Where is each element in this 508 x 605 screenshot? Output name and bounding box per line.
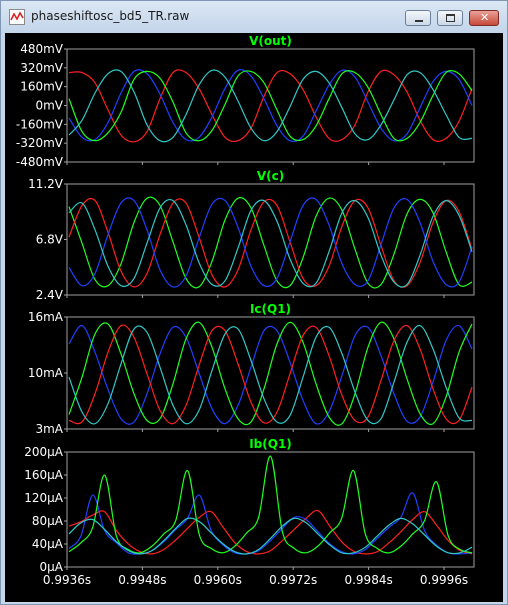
series-line-blue: [68, 197, 473, 288]
y-tick-label: 6.8V: [36, 233, 64, 247]
x-tick-label: 0.9972s: [269, 573, 317, 587]
plot-area[interactable]: V(out) 480mV 320mV 160mV 0mV -160mV -320mV -480…: [5, 33, 503, 602]
minimize-button[interactable]: [405, 10, 431, 26]
series-line-red: [68, 197, 473, 288]
series-line-cyan: [68, 69, 473, 143]
plot-title: V(out): [249, 34, 292, 48]
title-bar[interactable]: phaseshiftosc_bd5_TR.raw ✕: [1, 1, 507, 33]
y-tick-label: 200µA: [24, 445, 64, 459]
plot-frame: [66, 451, 475, 568]
y-tick-label: 40µA: [32, 537, 64, 551]
x-tick-label: 0.9948s: [118, 573, 166, 587]
series-line-cyan: [68, 517, 473, 555]
series-line-blue: [68, 324, 473, 425]
plot-title: Ic(Q1): [250, 302, 291, 316]
x-tick-label: 0.9996s: [420, 573, 468, 587]
plot-pane-3[interactable]: Ic(Q1) 16mA 10mA 3mA: [28, 302, 475, 436]
y-tick-label: 120µA: [24, 491, 64, 505]
waveform-plots[interactable]: V(out) 480mV 320mV 160mV 0mV -160mV -320mV -480…: [5, 33, 503, 602]
y-tick-label: 0µA: [40, 560, 64, 574]
y-tick-label: 0mV: [35, 99, 63, 113]
y-tick-label: -480mV: [16, 155, 64, 169]
x-tick-label: 0.9960s: [194, 573, 242, 587]
series-line-red: [68, 324, 473, 425]
y-tick-label: 3mA: [35, 422, 63, 436]
maximize-button[interactable]: [437, 10, 463, 26]
y-tick-label: 11.2V: [28, 177, 64, 191]
window-title: phaseshiftosc_bd5_TR.raw: [31, 9, 190, 23]
series-line-blue: [68, 69, 473, 143]
plot-pane-1[interactable]: V(out) 480mV 320mV 160mV 0mV -160mV -320mV -480…: [16, 34, 475, 169]
y-tick-label: 480mV: [20, 42, 64, 56]
y-tick-label: 2.4V: [36, 288, 64, 302]
y-tick-label: -320mV: [16, 136, 64, 150]
maximize-icon: [446, 14, 455, 22]
x-tick-label: 0.9984s: [344, 573, 392, 587]
close-button[interactable]: ✕: [469, 10, 499, 26]
series-line-green: [68, 455, 473, 554]
waveform-app-icon: [9, 9, 25, 25]
y-tick-label: 160µA: [24, 468, 64, 482]
y-tick-label: -160mV: [16, 117, 64, 131]
y-tick-label: 320mV: [20, 61, 64, 75]
series-line-red: [68, 509, 473, 555]
plot-pane-2[interactable]: V(c) 11.2V 6.8V 2.4V: [28, 169, 475, 302]
series-line-green: [68, 321, 473, 426]
series-line-red: [68, 69, 473, 143]
series-line-cyan: [68, 198, 473, 288]
y-tick-label: 80µA: [32, 514, 64, 528]
minimize-icon: [415, 20, 423, 22]
y-tick-label: 16mA: [28, 310, 64, 324]
series-line-cyan: [68, 324, 473, 425]
y-tick-label: 160mV: [20, 80, 64, 94]
x-tick-label: 0.9936s: [43, 573, 91, 587]
close-icon: ✕: [480, 11, 490, 24]
plot-title: Ib(Q1): [249, 437, 292, 451]
plot-title: V(c): [257, 169, 284, 183]
y-tick-label: 10mA: [28, 366, 64, 380]
series-line-green: [68, 69, 473, 142]
series-line-green: [68, 196, 473, 289]
